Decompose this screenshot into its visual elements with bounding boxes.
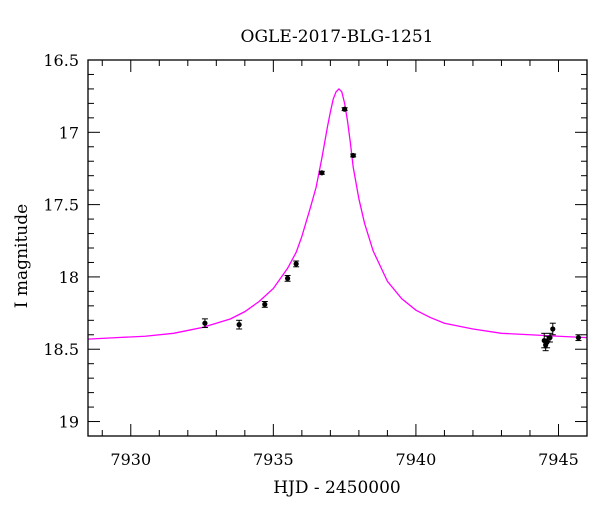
data-point (202, 320, 208, 326)
data-point (550, 326, 556, 332)
data-point (350, 152, 356, 159)
axes-group (87, 59, 588, 437)
data-point (262, 301, 268, 307)
y-tick-label: 18.5 (43, 340, 79, 359)
x-tick-label: 7945 (538, 450, 579, 469)
model-curve-line (87, 87, 588, 340)
data-point (285, 275, 291, 281)
x-tick-label: 7940 (396, 450, 437, 469)
x-axis-label: HJD - 2450000 (273, 478, 401, 498)
y-axis-label: I magnitude (12, 204, 32, 308)
x-tick-label: 7930 (110, 450, 151, 469)
y-tick-label: 16.5 (43, 51, 79, 70)
data-point (342, 106, 348, 112)
data-point (319, 170, 325, 176)
y-tick-label: 17 (59, 123, 79, 142)
y-tick-label: 19 (59, 413, 79, 432)
plot-frame (87, 59, 588, 437)
data-point (293, 261, 299, 267)
model-curve-group (87, 87, 588, 340)
y-tick-label: 17.5 (43, 196, 79, 215)
data-point (575, 335, 582, 341)
chart-title: OGLE-2017-BLG-1251 (241, 27, 434, 47)
x-tick-label: 7935 (253, 450, 294, 469)
tick-labels-group: 7930 7935 7940 7945 16.5 17 17.5 18 18.5 19 (43, 51, 578, 469)
y-tick-label: 18 (59, 268, 79, 287)
data-points-group (201, 106, 582, 352)
data-point (236, 322, 242, 328)
data-point (547, 335, 553, 341)
